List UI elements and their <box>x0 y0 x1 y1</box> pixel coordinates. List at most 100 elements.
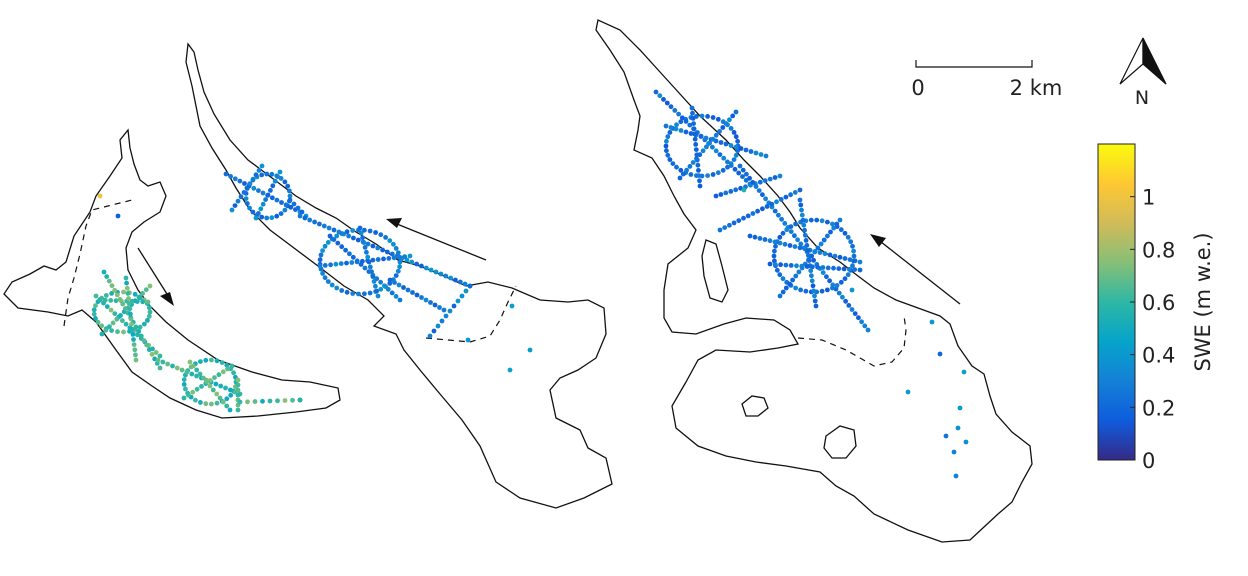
swe-point <box>778 262 783 268</box>
swe-point <box>229 207 235 213</box>
swe-point <box>297 397 303 403</box>
swe-point <box>93 293 99 299</box>
swe-point <box>103 293 109 298</box>
swe-point <box>772 208 778 214</box>
swe-point <box>275 398 280 404</box>
swe-point <box>788 229 794 235</box>
swe-point <box>395 268 401 274</box>
swe-point <box>193 397 198 403</box>
swe-point <box>443 313 449 319</box>
swe-point <box>847 266 852 272</box>
swe-point <box>808 268 814 274</box>
swe-point <box>825 233 830 239</box>
swe-point <box>693 142 699 147</box>
swe-point <box>95 319 101 325</box>
swe-point <box>132 291 138 297</box>
swe-point <box>448 275 453 281</box>
swe-point <box>803 238 809 243</box>
swe-point <box>821 237 827 243</box>
swe-point <box>731 130 737 135</box>
swe-point <box>386 256 392 261</box>
swe-point <box>397 264 402 270</box>
swe-point <box>419 263 424 269</box>
swe-point <box>721 155 727 161</box>
swe-point <box>181 395 187 401</box>
swe-point <box>842 256 848 261</box>
swe-point <box>428 267 434 273</box>
swe-point <box>327 233 333 239</box>
swe-point <box>147 309 153 315</box>
swe-point <box>715 116 721 122</box>
swe-point <box>796 269 802 275</box>
swe-point <box>218 383 224 389</box>
swe-point <box>825 219 830 225</box>
swe-point <box>199 384 204 389</box>
swe-point <box>350 228 356 233</box>
swe-point <box>679 115 685 121</box>
swe-point <box>810 283 816 289</box>
swe-point <box>127 306 133 312</box>
swe-point <box>427 333 433 339</box>
swe-point <box>677 175 683 181</box>
swe-point <box>209 401 214 407</box>
right-flow-arrow-head <box>870 234 886 247</box>
colorbar: 0 0.2 0.4 0.6 0.8 1 SWE (m w.e.) <box>1097 143 1215 473</box>
swe-point <box>842 230 848 236</box>
swe-point <box>780 230 786 236</box>
swe-point <box>378 279 383 285</box>
swe-point <box>370 257 376 263</box>
swe-point <box>805 248 810 253</box>
swe-point <box>373 230 378 235</box>
swe-point <box>688 131 694 136</box>
swe-point <box>160 359 166 365</box>
swe-point <box>149 351 155 357</box>
swe-point <box>838 279 844 285</box>
swe-point <box>811 257 816 263</box>
swe-point <box>834 283 840 288</box>
swe-point <box>414 261 419 267</box>
swe-point <box>317 263 323 269</box>
swe-point <box>184 369 190 375</box>
swe-point <box>730 113 736 119</box>
swe-point <box>439 318 445 324</box>
swe-point <box>850 243 855 249</box>
swe-point <box>339 288 345 293</box>
swe-point <box>763 196 768 202</box>
swe-point <box>274 213 280 219</box>
swe-point <box>850 263 855 269</box>
swe-point <box>369 269 374 275</box>
swe-point <box>783 194 789 200</box>
swe-point <box>690 160 696 165</box>
swe-point <box>732 166 738 172</box>
swe-point <box>370 274 376 279</box>
swe-point <box>705 173 710 179</box>
swe-point <box>737 163 743 169</box>
swe-point <box>260 398 265 404</box>
swe-point <box>108 307 114 313</box>
swe-point <box>703 135 709 141</box>
swe-point <box>140 299 146 305</box>
swe-point <box>813 303 819 309</box>
swe-point <box>957 405 963 411</box>
swe-point <box>322 243 328 249</box>
swe-point <box>181 382 187 387</box>
swe-point <box>114 292 120 298</box>
swe-point <box>788 263 794 268</box>
swe-point <box>727 117 732 123</box>
swe-point <box>343 247 348 253</box>
swe-point <box>784 227 790 233</box>
swe-point <box>241 190 247 195</box>
swe-point <box>237 178 243 184</box>
swe-point <box>350 291 356 296</box>
swe-point <box>265 192 271 198</box>
swe-point <box>367 228 373 234</box>
swe-point <box>963 439 969 445</box>
swe-point <box>692 136 698 142</box>
swe-point <box>825 265 831 271</box>
swe-point <box>856 315 861 321</box>
swe-point <box>423 297 429 303</box>
swe-point <box>463 288 469 294</box>
swe-point <box>793 273 799 279</box>
swe-point <box>825 287 830 293</box>
